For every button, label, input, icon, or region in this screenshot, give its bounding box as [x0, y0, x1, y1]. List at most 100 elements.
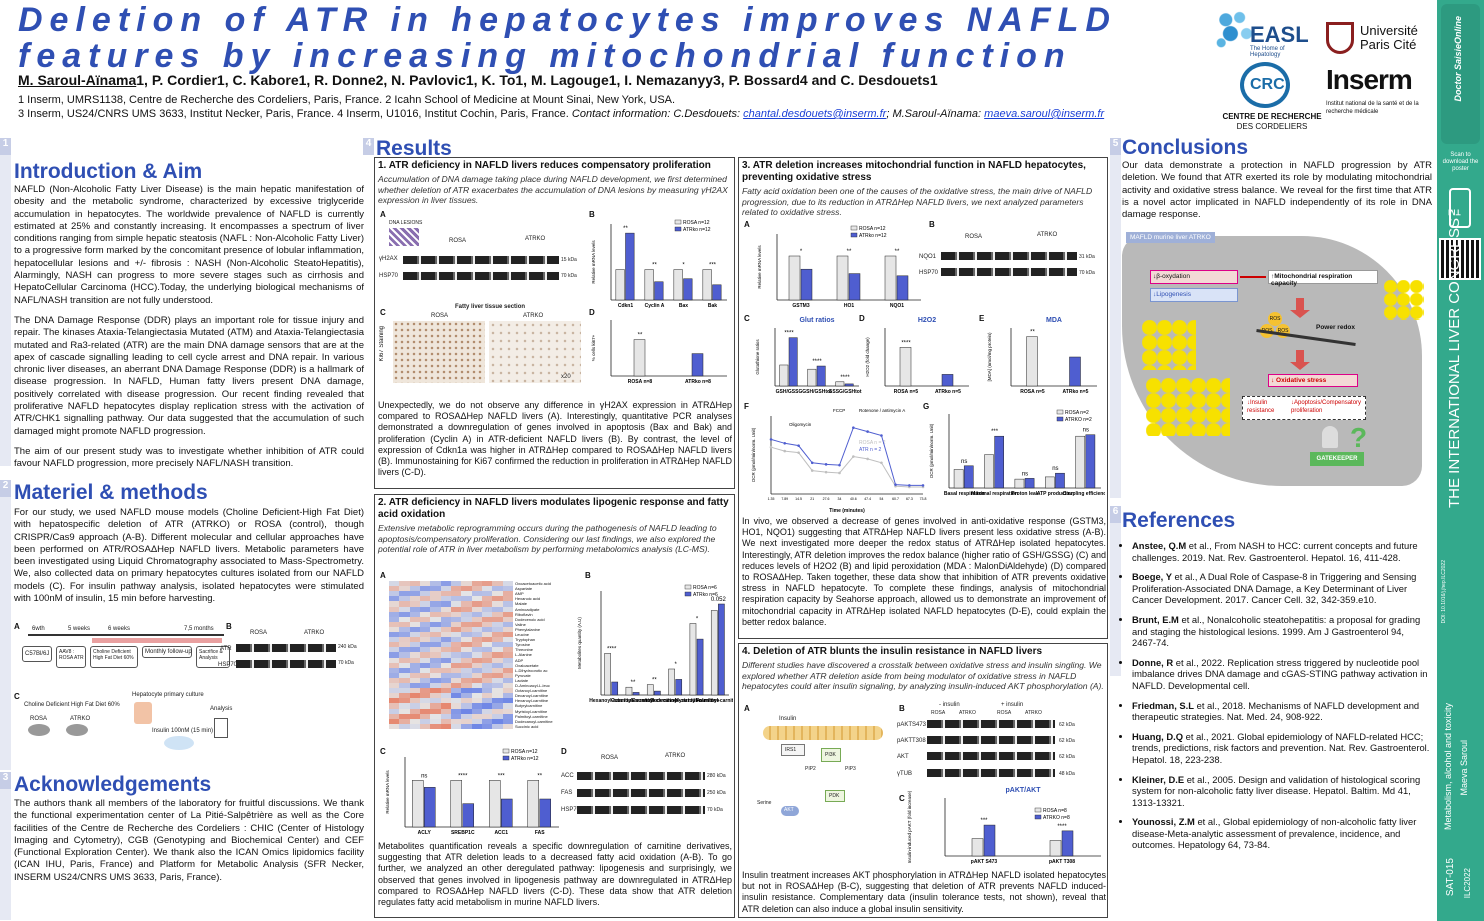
heatmap-row-labels: Oxoacetoacetic acid Aspartate AMP Hexanoic …: [515, 581, 575, 729]
legend-label: ATRko n=12: [859, 233, 887, 239]
reference-text: et al., 2018. Mechanisms of NAFLD develo…: [1132, 699, 1420, 723]
heatmap-cell: [389, 693, 400, 699]
heatmap-row-label: Malate: [515, 601, 528, 607]
heatmap-cell: [471, 698, 482, 704]
heatmap-cell: [389, 698, 400, 704]
heatmap-cell: [399, 591, 410, 597]
tick-label: ATRko n=5: [935, 389, 961, 395]
heatmap-cell: [482, 621, 493, 627]
heatmap-cell: [440, 657, 451, 663]
heatmap-cell: [440, 718, 451, 724]
references-title: References: [1122, 509, 1236, 532]
heatmap-cell: [451, 647, 462, 653]
heatmap-cell: [492, 621, 503, 627]
heatmap-cell: [471, 703, 482, 709]
tick-label: ATRko n=5: [1063, 389, 1089, 395]
heatmap-cell: [399, 667, 410, 673]
tick-label: Palmitoyl-carnitine: [696, 698, 733, 704]
intro-number: 1: [0, 138, 11, 155]
heatmap-cell: [492, 703, 503, 709]
box4-description: Insulin treatment increases AKT phosphor…: [742, 870, 1106, 914]
heatmap-cell: [482, 626, 493, 633]
heatmap-row-label: ADP: [515, 657, 524, 663]
apoptosis-label: ↓Apoptosis/Compensatory proliferation: [1291, 400, 1362, 414]
heatmap-cell: [409, 718, 420, 724]
heatmap-cell: [389, 672, 400, 678]
heatmap-cell: [440, 616, 451, 622]
contact-email-2[interactable]: maeva.saroul@inserm.fr: [984, 108, 1105, 120]
heatmap-cell: [471, 632, 482, 638]
session-topic: Metabolism, alcohol and toxicity: [1443, 702, 1453, 830]
data-point: [824, 470, 828, 474]
bar: [836, 255, 849, 301]
heatmap-cell: [420, 642, 431, 648]
references-band: [1110, 506, 1121, 676]
y-axis-label: % cells ki67+: [591, 334, 596, 361]
heatmap-cell: [430, 708, 441, 714]
contact-email-1[interactable]: chantal.desdouets@inserm.fr: [743, 108, 887, 120]
y-axis-label: OCR (pmol/min/norm. Unit): [929, 423, 934, 478]
heatmap-cell: [451, 611, 462, 617]
bar: [604, 653, 611, 696]
tick-label: Decanoyl-carnitine: [632, 698, 677, 704]
heatmap-cell: [420, 626, 431, 633]
mouse-icon: [28, 724, 50, 736]
heatmap-cell: [420, 662, 431, 668]
tick-label: Coupling efficiency: [1063, 491, 1105, 497]
heatmap-cell: [492, 591, 503, 597]
heatmap-cell: [461, 667, 472, 673]
chart-title: H2O2: [918, 317, 936, 324]
heatmap-cell: [409, 616, 420, 622]
heatmap-cell: [451, 683, 462, 689]
data-point: [797, 444, 800, 447]
heatmap-cell: [399, 621, 410, 627]
heatmap-row-label: Palmitoyl-carnitine: [515, 713, 548, 719]
heatmap-cell: [409, 657, 420, 663]
heatmap-cell: [461, 662, 472, 668]
legend-swatch: [1034, 814, 1042, 820]
heatmap-cell: [409, 688, 420, 694]
heatmap-cell: [502, 637, 513, 643]
heatmap-cell: [389, 688, 400, 694]
shield-icon: [1326, 22, 1354, 54]
heatmap-cell: [502, 683, 513, 689]
heatmap-cell: [502, 586, 513, 592]
significance-label: **: [623, 226, 628, 232]
significance-label: **: [652, 263, 657, 269]
heatmap-row-label: Tryptophan: [515, 637, 536, 643]
heatmap-cell: [471, 723, 482, 729]
heatmap-cell: [440, 672, 451, 678]
tick-label: GSTM3: [792, 303, 809, 309]
heatmap-cell: [430, 596, 441, 602]
heatmap-cell: [420, 667, 431, 673]
legend-label: ATRKO n=8: [1043, 815, 1070, 821]
chart-h2o2: ROSA n=5 **** ATRko n=5 H2O2 H2O2 (fold chan…: [865, 317, 969, 395]
heatmap-cell: [482, 677, 493, 684]
heatmap-cell: [502, 621, 513, 627]
reference-item: Huang, D.Q et al., 2021. Global epidemio…: [1132, 731, 1430, 766]
heatmap-cell: [502, 657, 513, 663]
heatmap-cell: [399, 647, 410, 653]
heatmap-cell: [399, 586, 410, 592]
tick-label: Octanoyl-carnitine: [611, 698, 655, 704]
tick-label: 67.3: [906, 497, 913, 501]
reference-item: Younossi, Z.M et al., Global epidemiolog…: [1132, 816, 1430, 851]
hsp70-western-blot: [236, 660, 336, 668]
box3-heading: 3. ATR deletion increases mitochondrial …: [742, 160, 1086, 183]
heatmap-cell: [502, 672, 513, 678]
ack-number: 3: [0, 772, 11, 789]
qr-code[interactable]: [1439, 238, 1481, 280]
bar: [689, 623, 697, 696]
bar: [983, 824, 996, 857]
doctor-badge: Doctor SaisieOnline: [1441, 4, 1480, 144]
pakt-s473-western-blot: [927, 720, 1055, 728]
heatmap-cell: [502, 596, 513, 602]
reference-item: Boege, Y et al., A Dual Role of Caspase-…: [1132, 571, 1430, 606]
heatmap-cell: [440, 642, 451, 648]
dna-lesion-icon: [389, 228, 419, 246]
heatmap-cell: [389, 677, 400, 684]
heatmap-cell: [440, 606, 451, 612]
significance-label: ns: [1083, 428, 1089, 434]
heatmap-cell: [482, 662, 493, 668]
reference-author: Anstee, Q.M: [1132, 540, 1187, 551]
